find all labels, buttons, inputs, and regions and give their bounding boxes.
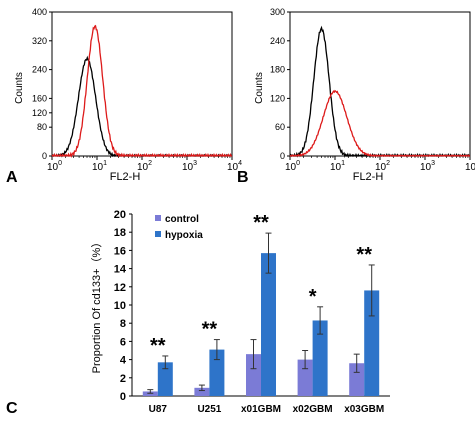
panel-c-ytick-label: 4 xyxy=(120,355,127,367)
panel-a-ytick-label: 80 xyxy=(37,122,47,132)
panel-a-xtick-label: 102 xyxy=(137,160,152,173)
panel-a-ytick-label: 320 xyxy=(32,36,47,46)
panel-c-ytick-label: 10 xyxy=(114,300,126,312)
panel-c-ytick-label: 12 xyxy=(114,282,126,294)
panel-c-bar-control xyxy=(349,363,365,396)
panel-c-legend-swatch-control xyxy=(155,215,161,221)
panel-a-ytick-label: 160 xyxy=(32,93,47,103)
panel-c-ytick-label: 6 xyxy=(120,336,126,348)
panel-c-bar-hypoxia xyxy=(261,253,276,396)
panel-c-ytick-label: 0 xyxy=(120,391,126,403)
panel-b-ytick-label: 0 xyxy=(280,151,285,161)
panel-b-ytick-label: 300 xyxy=(270,7,285,17)
panel-b-ytick-label: 240 xyxy=(270,36,285,46)
panel-c-significance-mark: ** xyxy=(253,212,269,234)
panel-c-ytick-label: 14 xyxy=(114,264,127,276)
panel-a-ylabel: Counts xyxy=(14,72,25,104)
panel-b-ytick-label: 60 xyxy=(275,122,285,132)
panel-b-xtick-label: 103 xyxy=(420,160,435,173)
panel-a-ytick-label: 120 xyxy=(32,108,47,118)
bar-panel-c: C Proportion Of cd133+（%） 0 2 4 6 8 10 12 14 16 1… xyxy=(6,209,390,417)
panel-c-significance-mark: * xyxy=(309,286,317,308)
panel-c-bar-hypoxia xyxy=(312,320,328,396)
panel-b-histogram-series-2 xyxy=(289,89,471,158)
panel-a-ytick-label: 240 xyxy=(32,65,47,75)
panel-c-significance-mark: ** xyxy=(150,335,166,357)
panel-b-xtick-label: 102 xyxy=(375,160,390,173)
panel-c-significance-mark: ** xyxy=(356,244,372,266)
panel-c-category-label: U251 xyxy=(197,404,221,415)
panel-c-legend-label-control: control xyxy=(165,214,199,225)
panel-a-frame xyxy=(51,11,233,157)
panel-a-letter: A xyxy=(6,169,18,186)
panel-c-legend-label-hypoxia: hypoxia xyxy=(165,230,203,241)
panel-c-bar-control xyxy=(246,354,261,396)
panel-c-category-label: x01GBM xyxy=(241,404,281,415)
panel-a-histogram-series-2 xyxy=(51,24,233,158)
panel-b-frame xyxy=(289,11,471,157)
panel-c-ytick-label: 2 xyxy=(120,373,126,385)
panel-c-category-label: x03GBM xyxy=(344,404,384,415)
panel-c-bar-hypoxia xyxy=(209,349,225,396)
panel-b-xlabel: FL2-H xyxy=(353,171,384,183)
panel-a-ytick-label: 0 xyxy=(42,151,47,161)
panel-c-ytick-label: 20 xyxy=(114,209,126,221)
panel-a-xtick-label: 100 xyxy=(47,160,62,173)
panel-b-letter: B xyxy=(237,169,249,186)
panel-c-bar-control xyxy=(194,387,210,396)
panel-c-bar-hypoxia xyxy=(364,290,380,396)
panel-c-letter: C xyxy=(6,400,18,417)
panel-c-ytick-label: 16 xyxy=(114,245,126,257)
panel-c-legend-swatch-hypoxia xyxy=(155,231,161,237)
panel-a-xtick-label: 101 xyxy=(92,160,107,173)
panel-a-ytick-label: 400 xyxy=(32,7,47,17)
panel-c-bar-control xyxy=(297,359,313,396)
panel-c-ylabel: Proportion Of cd133+（%） xyxy=(90,237,103,374)
panel-c-category-label: U87 xyxy=(149,404,168,415)
histogram-panel-b: B Counts FL2-H 0 60 120 180 240 300 100 101 102 1… xyxy=(237,7,475,186)
panel-b-ytick-label: 180 xyxy=(270,65,285,75)
panel-c-ytick-label: 18 xyxy=(114,227,126,239)
panel-a-xtick-label: 103 xyxy=(182,160,197,173)
histogram-panel-a: A Counts FL2-H 0 80 120 160 240 320 400 100 101 1… xyxy=(6,7,242,186)
panel-c-ytick-label: 8 xyxy=(120,318,126,330)
panel-b-xtick-label: 100 xyxy=(285,160,300,173)
panel-b-xtick-label: 101 xyxy=(330,160,345,173)
panel-b-ytick-label: 120 xyxy=(270,93,285,103)
panel-b-xtick-label: 104 xyxy=(465,160,475,173)
panel-b-ylabel: Counts xyxy=(254,72,265,104)
panel-c-bar-hypoxia xyxy=(157,362,173,396)
panel-a-xlabel: FL2-H xyxy=(110,171,141,183)
panel-c-category-label: x02GBM xyxy=(293,404,333,415)
panel-c-significance-mark: ** xyxy=(202,319,218,341)
